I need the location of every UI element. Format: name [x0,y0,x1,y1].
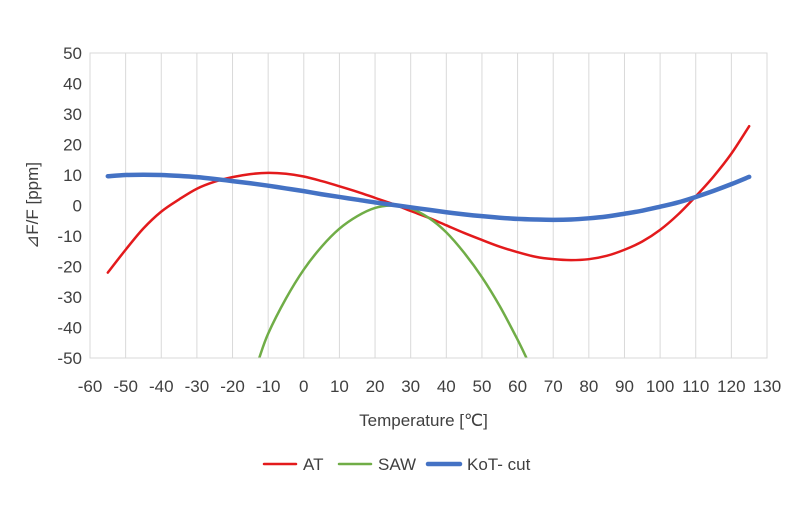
legend-label-kot-cut: KoT- cut [467,455,531,474]
plot-frame [89,52,768,359]
x-tick-label-120: 120 [717,377,745,396]
series-line-saw [258,204,528,358]
y-tick-labels: -50 -40 -30 -20 -10 0 10 20 30 40 50 [57,44,82,368]
x-tick-label-0: 0 [299,377,308,396]
y-tick-label-30: 30 [63,105,82,124]
x-tick-label--50: -50 [113,377,138,396]
y-tick-label-40: 40 [63,75,82,94]
legend-label-saw: SAW [378,455,416,474]
y-axis-label: ⊿F/F [ppm] [23,162,42,249]
x-tick-label-110: 110 [682,377,709,396]
y-tick-label--30: -30 [57,288,82,307]
legend-label-at: AT [303,455,323,474]
y-tick-label-20: 20 [63,136,82,155]
x-tick-label-60: 60 [508,377,527,396]
y-tick-label--40: -40 [57,319,82,338]
x-tick-label-10: 10 [330,377,349,396]
y-tick-label-50: 50 [63,44,82,63]
x-tick-label-50: 50 [472,377,491,396]
y-tick-label--10: -10 [57,227,82,246]
x-tick-label--60: -60 [78,377,103,396]
x-tick-label--40: -40 [149,377,174,396]
x-tick-label-30: 30 [401,377,420,396]
series-line-kot-cut [105,172,752,223]
series-lines [105,124,752,358]
x-tick-label-130: 130 [753,377,781,396]
x-axis-label: Temperature [℃] [359,411,488,430]
x-tick-label-80: 80 [579,377,598,396]
legend: AT SAW KoT- cut [262,455,531,474]
x-tick-label-100: 100 [646,377,674,396]
x-tick-labels: -60 -50 -40 -30 -20 -10 0 10 20 30 40 50 60 70 80 90 100… [78,377,781,396]
y-tick-label-0: 0 [73,197,82,216]
y-tick-label--50: -50 [57,349,82,368]
x-tick-label-20: 20 [366,377,385,396]
series-line-at [106,124,751,274]
x-tick-label--10: -10 [256,377,281,396]
x-tick-label-40: 40 [437,377,456,396]
x-tick-label--30: -30 [185,377,210,396]
x-tick-label-70: 70 [544,377,563,396]
x-tick-label--20: -20 [220,377,245,396]
grid-lines [125,53,732,358]
y-tick-label-10: 10 [63,166,82,185]
y-tick-label--20: -20 [57,258,82,277]
x-tick-label-90: 90 [615,377,634,396]
